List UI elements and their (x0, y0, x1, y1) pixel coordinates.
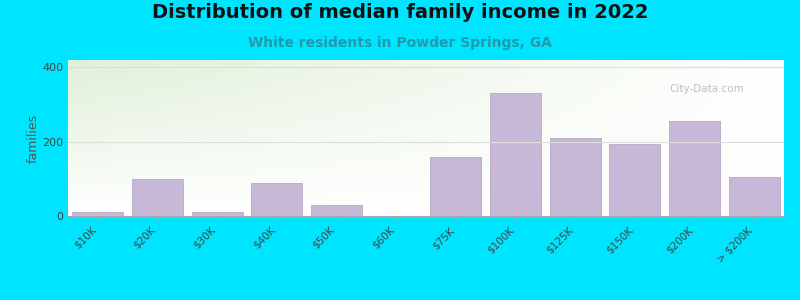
Y-axis label: families: families (26, 113, 39, 163)
Bar (73, 212, 123, 216)
Bar (430, 157, 481, 216)
Bar (490, 93, 541, 216)
Bar (132, 179, 183, 216)
Bar (610, 144, 660, 216)
Bar (251, 183, 302, 216)
Bar (729, 177, 779, 216)
Bar (192, 212, 242, 216)
Text: White residents in Powder Springs, GA: White residents in Powder Springs, GA (248, 36, 552, 50)
Bar (669, 121, 720, 216)
Bar (550, 138, 601, 216)
Text: City-Data.com: City-Data.com (670, 84, 744, 94)
Text: Distribution of median family income in 2022: Distribution of median family income in … (152, 3, 648, 22)
Bar (311, 205, 362, 216)
